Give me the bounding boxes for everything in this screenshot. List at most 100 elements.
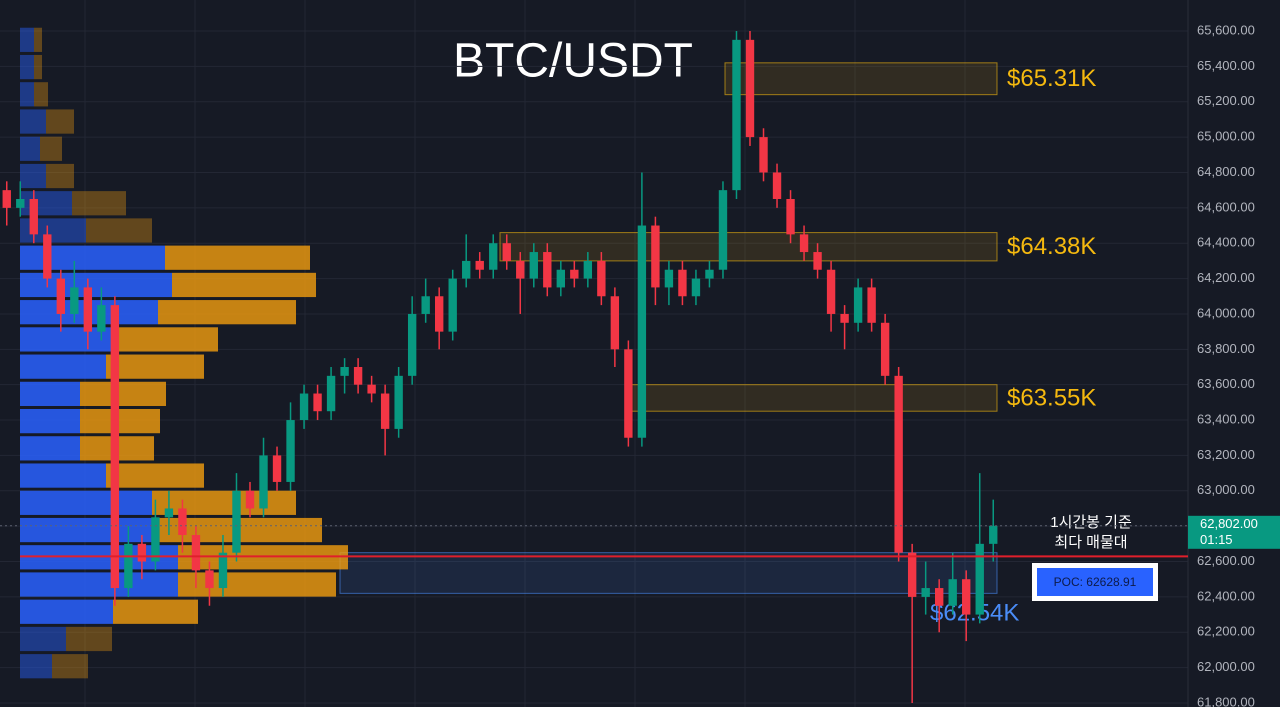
profile-sell [72, 191, 126, 216]
profile-sell [52, 654, 88, 679]
candle-body [786, 199, 795, 235]
profile-sell [112, 327, 218, 352]
candle-body [529, 252, 538, 279]
profile-buy [20, 272, 172, 298]
profile-buy [20, 109, 46, 134]
zone [499, 232, 998, 262]
candle-body [772, 172, 782, 199]
last-price-label: 62,802.00 [1200, 516, 1258, 531]
y-tick-label: 64,600.00 [1197, 199, 1255, 214]
profile-sell [178, 572, 336, 597]
candle-body [907, 552, 917, 597]
candle-body [151, 517, 160, 562]
candle-body [867, 287, 876, 323]
candle-body [394, 375, 403, 429]
y-tick-label: 64,800.00 [1197, 164, 1255, 179]
candle-body [475, 260, 484, 270]
poc-note: 1시간봉 기준 [1050, 514, 1132, 531]
candle-body [732, 39, 741, 191]
candle-body [164, 508, 174, 518]
y-tick-label: 61,800.00 [1197, 694, 1255, 707]
y-tick-label: 63,200.00 [1197, 447, 1255, 462]
candle-body [137, 543, 147, 562]
profile-sell [152, 490, 296, 515]
candle-body [921, 588, 930, 597]
profile-buy [20, 82, 34, 107]
profile-sell [86, 218, 152, 243]
candle-body [448, 278, 457, 332]
profile-sell [34, 54, 42, 80]
y-tick-label: 64,200.00 [1197, 270, 1255, 285]
profile-buy [20, 54, 34, 80]
profile-buy [20, 327, 112, 352]
y-tick-label: 62,200.00 [1197, 624, 1255, 639]
profile-buy [20, 136, 40, 161]
y-tick-label: 65,200.00 [1197, 93, 1255, 108]
y-tick-label: 64,400.00 [1197, 235, 1255, 250]
profile-sell [80, 381, 166, 406]
profile-sell [34, 27, 42, 52]
candle-body [326, 375, 336, 412]
zone-label: $65.31K [1007, 65, 1096, 92]
y-tick-label: 64,000.00 [1197, 305, 1255, 320]
candle-body [853, 287, 863, 323]
y-tick-label: 65,400.00 [1197, 58, 1255, 73]
profile-sell [158, 300, 296, 325]
candle-body [624, 349, 633, 438]
candle-body [502, 243, 511, 261]
candle-body [299, 393, 309, 421]
candle-body [651, 225, 660, 288]
y-tick-label: 62,400.00 [1197, 588, 1255, 603]
profile-sell [113, 599, 198, 624]
candle-body [543, 252, 552, 288]
candle-body [597, 260, 606, 297]
candle-body [813, 252, 822, 270]
candle-body [840, 313, 849, 323]
profile-sell [165, 245, 310, 270]
candle-body [313, 393, 322, 412]
candle-body [286, 420, 295, 482]
candle-body [191, 535, 201, 571]
candle-body [56, 278, 65, 314]
profile-sell [106, 354, 204, 379]
candle-body [29, 199, 38, 235]
candle-body [799, 234, 809, 253]
candle-body [556, 269, 565, 288]
profile-buy [20, 163, 46, 189]
candle-body [83, 287, 93, 332]
candle-body [691, 278, 701, 297]
candle-body [664, 269, 674, 288]
poc-note: 최다 매물대 [1054, 534, 1127, 551]
profile-buy [20, 517, 153, 543]
candle-body [516, 260, 525, 279]
zone-label: $62.54K [930, 599, 1019, 626]
candle-body [935, 588, 944, 606]
profile-buy [20, 626, 66, 652]
profile-sell [46, 109, 74, 134]
candle-body [826, 269, 836, 314]
y-tick-label: 63,000.00 [1197, 482, 1255, 497]
profile-sell [46, 163, 74, 189]
candle-body [380, 393, 390, 429]
candle-body [462, 260, 471, 279]
candle-body [435, 296, 444, 332]
candle-body [894, 375, 903, 553]
profile-buy [20, 490, 152, 515]
candle-body [570, 269, 579, 279]
profile-sell [172, 272, 316, 298]
profile-buy [20, 654, 52, 679]
candle-body [218, 552, 228, 589]
profile-buy [20, 381, 80, 406]
candle-body [272, 455, 282, 482]
profile-buy [20, 245, 165, 270]
zone-label: $63.55K [1007, 384, 1096, 411]
candle-body [989, 525, 998, 544]
candle-body [421, 296, 430, 314]
y-tick-label: 65,000.00 [1197, 129, 1255, 144]
zone [339, 552, 998, 594]
candle-body [97, 305, 106, 332]
candle-body [718, 190, 728, 270]
chart-title: BTC/USDT [453, 35, 693, 88]
candle-body [948, 579, 957, 606]
